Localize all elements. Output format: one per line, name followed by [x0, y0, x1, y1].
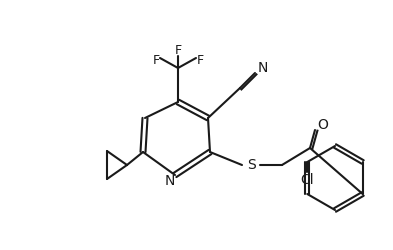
Text: F: F [152, 54, 160, 66]
Text: O: O [318, 118, 329, 132]
Text: F: F [196, 54, 204, 66]
Text: F: F [174, 44, 182, 57]
Text: S: S [248, 158, 256, 172]
Text: N: N [165, 174, 175, 188]
Text: Cl: Cl [301, 173, 314, 187]
Text: N: N [258, 61, 268, 75]
